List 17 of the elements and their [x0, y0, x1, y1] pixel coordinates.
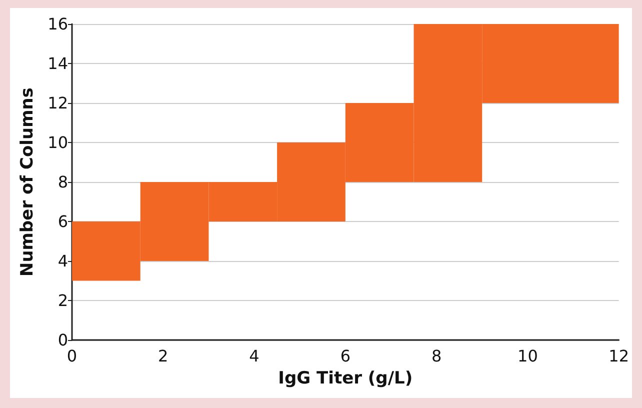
- x-tick-label: 10: [518, 346, 538, 366]
- y-tick-label: 14: [48, 54, 68, 73]
- x-axis-title: IgG Titer (g/L): [278, 368, 413, 388]
- y-tick-label: 2: [58, 291, 68, 310]
- y-tick-label: 12: [48, 94, 68, 112]
- y-tick-label: 6: [58, 212, 68, 231]
- x-tick-label: 4: [249, 346, 260, 366]
- y-tick-label: 16: [48, 14, 68, 34]
- x-tick-label: 12: [608, 346, 629, 366]
- x-tick-label: 8: [431, 346, 442, 366]
- y-tick-label: 0: [58, 330, 68, 350]
- y-axis-title: Number of Columns: [18, 87, 38, 277]
- x-tick-label: 6: [340, 346, 351, 366]
- y-tick-label: 4: [58, 252, 68, 270]
- y-tick-label: 10: [48, 133, 68, 152]
- x-tick-label: 2: [158, 346, 168, 366]
- y-tick-label: 8: [58, 172, 68, 192]
